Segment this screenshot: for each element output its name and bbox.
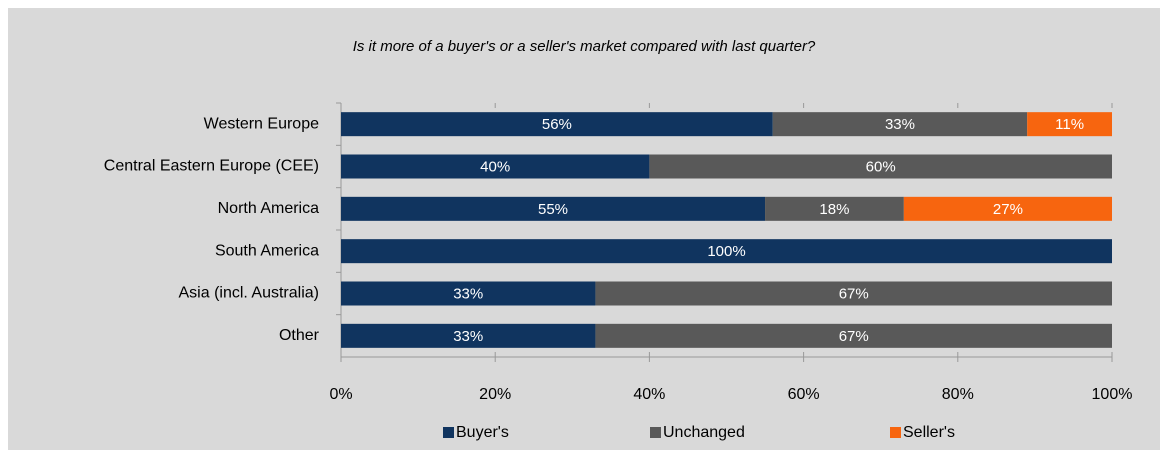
data-label: 55% (538, 201, 568, 218)
data-label: 56% (542, 116, 572, 133)
legend-label: Buyer's (456, 424, 509, 441)
data-label: 67% (839, 285, 869, 302)
y-tick-label: Western Europe (204, 115, 319, 132)
x-tick-label: 60% (788, 386, 820, 403)
bar-segment (765, 196, 904, 221)
legend-swatch (443, 427, 454, 438)
x-tick-label: 80% (942, 386, 974, 403)
data-label: 67% (839, 328, 869, 345)
bar-segment (341, 239, 1112, 264)
bar-segment (595, 281, 1112, 306)
bar-segment (341, 112, 773, 137)
legend-swatch (890, 427, 901, 438)
bar-segment (341, 281, 596, 306)
y-tick-label: Central Eastern Europe (CEE) (104, 158, 319, 175)
y-tick-label: Other (279, 327, 320, 344)
data-label: 40% (480, 158, 510, 175)
bar-segment (1027, 112, 1112, 137)
y-tick-label: Asia (incl. Australia) (179, 285, 320, 302)
data-label: 60% (866, 158, 896, 175)
bar-segment (341, 196, 766, 221)
bar-segment (649, 154, 1112, 179)
y-tick-label: North America (218, 200, 319, 217)
legend-swatch (650, 427, 661, 438)
data-label: 18% (819, 201, 849, 218)
x-tick-label: 20% (479, 386, 511, 403)
x-tick-label: 100% (1092, 386, 1133, 403)
data-label: 33% (453, 328, 483, 345)
x-tick-label: 40% (633, 386, 665, 403)
data-label: 11% (1055, 116, 1084, 133)
legend-label: Unchanged (663, 424, 745, 441)
legend-label: Seller's (903, 424, 955, 441)
data-label: 33% (885, 116, 915, 133)
data-label: 27% (993, 201, 1023, 218)
chart-background (8, 8, 1160, 450)
data-label: 33% (453, 285, 483, 302)
chart-title: Is it more of a buyer's or a seller's ma… (353, 38, 816, 55)
bar-segment (595, 323, 1112, 348)
bar-segment (772, 112, 1028, 137)
bar-segment (903, 196, 1112, 221)
y-tick-label: South America (215, 242, 319, 259)
data-label: 100% (707, 243, 745, 260)
x-tick-label: 0% (329, 386, 352, 403)
bar-segment (341, 323, 596, 348)
bar-segment (341, 154, 650, 179)
